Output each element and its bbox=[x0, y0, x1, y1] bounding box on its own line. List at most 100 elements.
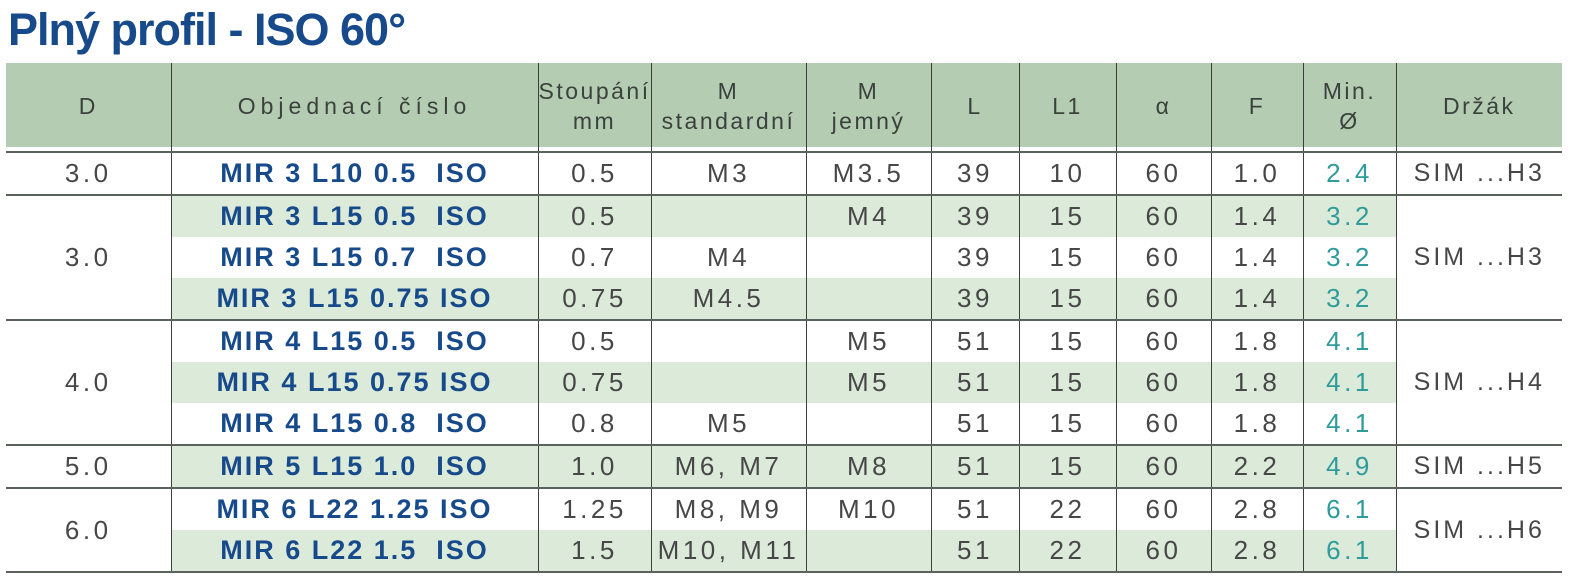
cell-order-number: MIR 6 L22 1.25 ISO bbox=[171, 488, 539, 531]
cell-l: 39 bbox=[931, 278, 1020, 322]
col-header-f: F bbox=[1211, 63, 1304, 154]
cell-alpha: 60 bbox=[1116, 488, 1212, 531]
col-header-l1: L1 bbox=[1019, 63, 1117, 154]
cell-pitch: 0.7 bbox=[538, 237, 652, 279]
cell-m-standard bbox=[651, 320, 807, 363]
cell-order-number: MIR 4 L15 0.75 ISO bbox=[171, 362, 539, 404]
cell-holder: SIM ...H5 bbox=[1396, 445, 1562, 490]
cell-l1: 15 bbox=[1019, 278, 1117, 322]
cell-alpha: 60 bbox=[1116, 152, 1212, 197]
cell-l1: 15 bbox=[1019, 237, 1117, 279]
col-header-pitch: Stoupání mm bbox=[538, 63, 652, 154]
cell-m-standard bbox=[651, 195, 807, 238]
cell-d: 3.0 bbox=[6, 152, 172, 197]
cell-m-fine bbox=[806, 403, 932, 447]
cell-order-number: MIR 3 L10 0.5 ISO bbox=[171, 152, 539, 197]
cell-pitch: 1.5 bbox=[538, 530, 652, 574]
cell-pitch: 0.5 bbox=[538, 152, 652, 197]
cell-min-diameter: 3.2 bbox=[1303, 278, 1397, 322]
cell-m-fine: M8 bbox=[806, 445, 932, 490]
cell-alpha: 60 bbox=[1116, 195, 1212, 238]
page-title: Plný profil - ISO 60° bbox=[8, 4, 406, 55]
cell-pitch: 1.0 bbox=[538, 445, 652, 490]
table-row: 4.0 MIR 4 L15 0.5 ISO 0.5 M5 51 15 60 1.… bbox=[6, 320, 1562, 447]
cell-d: 4.0 bbox=[6, 320, 172, 447]
cell-m-standard: M5 bbox=[651, 403, 807, 447]
cell-f: 2.8 bbox=[1211, 530, 1304, 574]
col-header-holder: Držák bbox=[1396, 63, 1562, 154]
cell-m-fine: M5 bbox=[806, 362, 932, 404]
cell-min-diameter: 4.1 bbox=[1303, 403, 1397, 447]
cell-alpha: 60 bbox=[1116, 403, 1212, 447]
cell-l: 51 bbox=[931, 530, 1020, 574]
cell-m-standard: M3 bbox=[651, 152, 807, 197]
col-header-min-diameter: Min. Ø bbox=[1303, 63, 1397, 154]
cell-m-fine: M4 bbox=[806, 195, 932, 238]
cell-pitch: 0.75 bbox=[538, 278, 652, 322]
cell-pitch: 0.5 bbox=[538, 195, 652, 238]
cell-min-diameter: 4.1 bbox=[1303, 320, 1397, 363]
cell-alpha: 60 bbox=[1116, 362, 1212, 404]
cell-m-standard: M10, M11 bbox=[651, 530, 807, 574]
table-row: 6.0 MIR 6 L22 1.25 ISO 1.25 M8, M9 M10 5… bbox=[6, 488, 1562, 574]
cell-alpha: 60 bbox=[1116, 278, 1212, 322]
table-row: MIR 3 L15 0.75 ISO 0.75 M4.5 39 15 60 1.… bbox=[6, 278, 1562, 322]
cell-f: 2.2 bbox=[1211, 445, 1304, 490]
cell-d: 5.0 bbox=[6, 445, 172, 490]
table-row: MIR 3 L15 0.7 ISO 0.7 M4 39 15 60 1.4 3.… bbox=[6, 237, 1562, 279]
cell-f: 1.8 bbox=[1211, 362, 1304, 404]
cell-d: 3.0 bbox=[6, 195, 172, 322]
cell-alpha: 60 bbox=[1116, 530, 1212, 574]
cell-l: 51 bbox=[931, 403, 1020, 447]
cell-m-fine bbox=[806, 278, 932, 322]
cell-m-standard bbox=[651, 362, 807, 404]
cell-order-number: MIR 6 L22 1.5 ISO bbox=[171, 530, 539, 574]
cell-min-diameter: 6.1 bbox=[1303, 530, 1397, 574]
cell-min-diameter: 3.2 bbox=[1303, 237, 1397, 279]
cell-l: 39 bbox=[931, 152, 1020, 197]
cell-l1: 15 bbox=[1019, 320, 1117, 363]
cell-holder: SIM ...H4 bbox=[1396, 320, 1562, 447]
cell-order-number: MIR 5 L15 1.0 ISO bbox=[171, 445, 539, 490]
cell-min-diameter: 2.4 bbox=[1303, 152, 1397, 197]
cell-l: 51 bbox=[931, 445, 1020, 490]
cell-l: 51 bbox=[931, 362, 1020, 404]
cell-order-number: MIR 3 L15 0.5 ISO bbox=[171, 195, 539, 238]
cell-m-standard: M6, M7 bbox=[651, 445, 807, 490]
cell-alpha: 60 bbox=[1116, 320, 1212, 363]
cell-order-number: MIR 3 L15 0.7 ISO bbox=[171, 237, 539, 279]
table-row: MIR 4 L15 0.8 ISO 0.8 M5 51 15 60 1.8 4.… bbox=[6, 403, 1562, 447]
cell-order-number: MIR 4 L15 0.8 ISO bbox=[171, 403, 539, 447]
col-header-l: L bbox=[931, 63, 1020, 154]
cell-l: 51 bbox=[931, 488, 1020, 531]
cell-m-fine: M3.5 bbox=[806, 152, 932, 197]
cell-alpha: 60 bbox=[1116, 237, 1212, 279]
cell-m-fine: M10 bbox=[806, 488, 932, 531]
cell-pitch: 1.25 bbox=[538, 488, 652, 531]
col-header-alpha: α bbox=[1116, 63, 1212, 154]
cell-order-number: MIR 3 L15 0.75 ISO bbox=[171, 278, 539, 322]
table-row: MIR 6 L22 1.5 ISO 1.5 M10, M11 51 22 60 … bbox=[6, 530, 1562, 574]
cell-order-number: MIR 4 L15 0.5 ISO bbox=[171, 320, 539, 363]
cell-f: 1.8 bbox=[1211, 403, 1304, 447]
cell-l: 39 bbox=[931, 195, 1020, 238]
cell-l1: 22 bbox=[1019, 488, 1117, 531]
cell-holder: SIM ...H3 bbox=[1396, 195, 1562, 322]
cell-l: 51 bbox=[931, 320, 1020, 363]
cell-m-standard: M4.5 bbox=[651, 278, 807, 322]
cell-min-diameter: 3.2 bbox=[1303, 195, 1397, 238]
col-header-d: D bbox=[6, 63, 172, 154]
cell-min-diameter: 4.1 bbox=[1303, 362, 1397, 404]
cell-holder: SIM ...H3 bbox=[1396, 152, 1562, 197]
cell-d: 6.0 bbox=[6, 488, 172, 574]
cell-min-diameter: 4.9 bbox=[1303, 445, 1397, 490]
cell-f: 1.8 bbox=[1211, 320, 1304, 363]
cell-l1: 22 bbox=[1019, 530, 1117, 574]
cell-m-fine bbox=[806, 530, 932, 574]
cell-m-standard: M4 bbox=[651, 237, 807, 279]
cell-min-diameter: 6.1 bbox=[1303, 488, 1397, 531]
